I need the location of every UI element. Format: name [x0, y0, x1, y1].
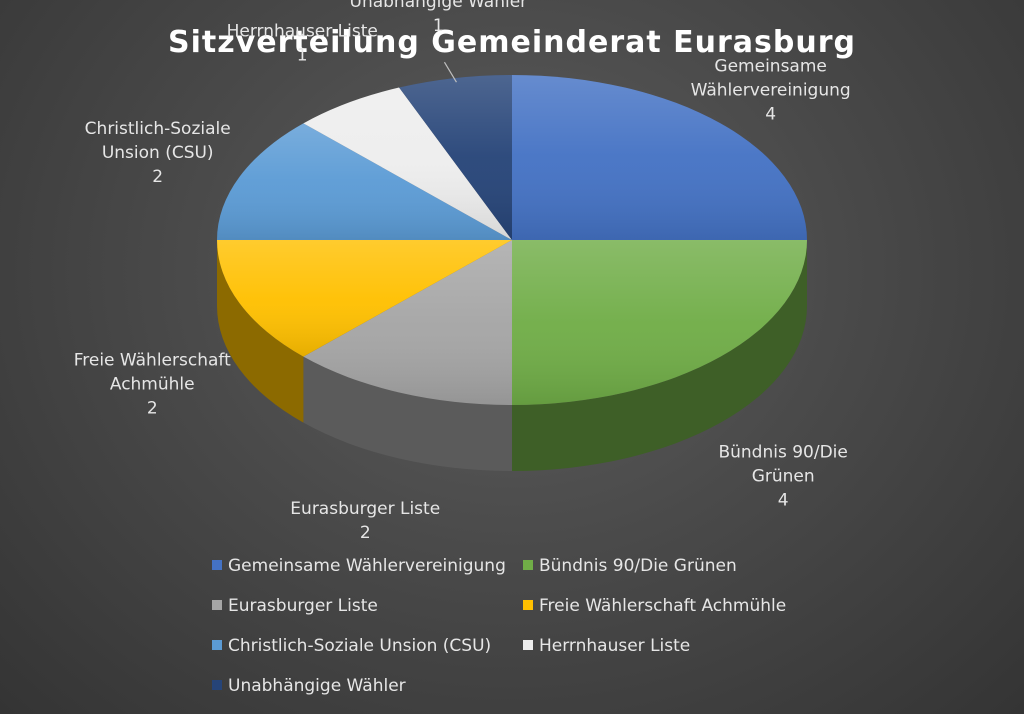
legend-item-b-ndnis-90-die-gr-nen: Bündnis 90/Die Grünen — [523, 556, 737, 576]
data-label-gemeinsame-w-hlervereinigung: Gemeinsame Wählervereinigung 4 — [691, 56, 851, 124]
legend-swatch — [523, 600, 533, 610]
legend-label: Eurasburger Liste — [228, 596, 378, 616]
legend-swatch — [212, 680, 222, 690]
legend-item-unabh-ngige-w-hler: Unabhängige Wähler — [212, 676, 406, 696]
legend-swatch — [212, 600, 222, 610]
data-label-christlich-soziale-unsion-csu: Christlich-Soziale Unsion (CSU) 2 — [85, 119, 231, 187]
legend-item-eurasburger-liste: Eurasburger Liste — [212, 596, 378, 616]
pie-top — [217, 75, 807, 405]
legend-swatch — [212, 560, 222, 570]
legend-item-christlich-soziale-unsion-csu: Christlich-Soziale Unsion (CSU) — [212, 636, 491, 656]
legend-label: Herrnhauser Liste — [539, 636, 690, 656]
pie-side-b-ndnis-90-die-gr-nen — [512, 240, 807, 471]
chart-title: Sitzverteilung Gemeinderat Eurasburg — [168, 25, 856, 60]
legend-item-gemeinsame-w-hlervereinigung: Gemeinsame Wählervereinigung — [212, 556, 506, 576]
pie-slice-shine — [217, 123, 512, 240]
legend-swatch — [523, 640, 533, 650]
legend-swatch — [523, 560, 533, 570]
legend-label: Unabhängige Wähler — [228, 676, 406, 696]
legend-label: Christlich-Soziale Unsion (CSU) — [228, 636, 491, 656]
pie-depth — [217, 240, 807, 471]
pie-slice-shine — [303, 240, 512, 405]
pie-slice-shine — [512, 240, 807, 405]
legend-item-herrnhauser-liste: Herrnhauser Liste — [523, 636, 690, 656]
pie-side-freie-w-hlerschaft-achm-hle — [217, 240, 304, 423]
pie-slice-shine — [217, 240, 512, 357]
legend-label: Bündnis 90/Die Grünen — [539, 556, 737, 576]
pie-slice-shine — [303, 87, 512, 240]
pie-slice-shine — [512, 75, 807, 240]
pie-slice-shine — [399, 75, 512, 240]
data-label-herrnhauser-liste: Herrnhauser Liste 1 — [227, 21, 378, 65]
legend-swatch — [212, 640, 222, 650]
pie-side-eurasburger-liste — [303, 356, 512, 471]
legend: Gemeinsame Wählervereinigung Bündnis 90/D… — [212, 556, 786, 696]
data-label-freie-w-hlerschaft-achm-hle: Freie Wählerschaft Achmühle 2 — [74, 350, 231, 418]
data-label-eurasburger-liste: Eurasburger Liste 2 — [290, 499, 440, 543]
leader-line — [443, 61, 457, 83]
data-label-b-ndnis-90-die-gr-nen: Bündnis 90/Die Grünen 4 — [718, 443, 847, 511]
data-label-unabh-ngige-w-hler: Unabhängige Wähler 1 — [350, 0, 528, 36]
legend-label: Gemeinsame Wählervereinigung — [228, 556, 506, 576]
data-labels: Gemeinsame Wählervereinigung 4 Bündnis 90/D… — [74, 0, 851, 543]
legend-item-freie-w-hlerschaft-achm-hle: Freie Wählerschaft Achmühle — [523, 596, 786, 616]
legend-label: Freie Wählerschaft Achmühle — [539, 596, 786, 616]
